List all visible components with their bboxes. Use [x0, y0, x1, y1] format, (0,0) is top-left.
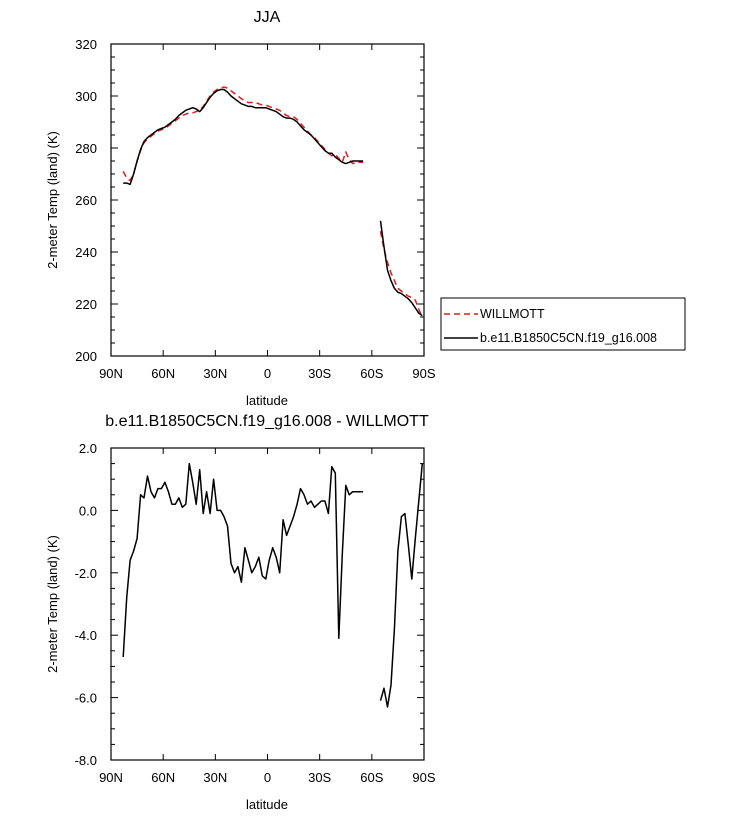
top-y-tick-label: 240: [75, 245, 97, 260]
bottom-plot-frame: [110, 447, 425, 761]
top-x-tick-label: 0: [264, 366, 271, 381]
top-y-tick-label: 320: [75, 37, 97, 52]
top-y-tick-label: 220: [75, 297, 97, 312]
bottom-x-tick-label: 90N: [99, 770, 123, 785]
bottom-y-tick-label: -4.0: [75, 628, 97, 643]
legend: WILLMOTT b.e11.B1850C5CN.f19_g16.008: [440, 297, 686, 351]
top-series-line-1: [123, 88, 364, 186]
bottom-y-tick-label: 2.0: [79, 441, 97, 456]
legend-box: [440, 297, 686, 351]
top-x-tick-label: 90N: [99, 366, 123, 381]
top-plot-frame: [110, 43, 425, 357]
top-panel: JJA 90N 60N 30N 0 30S 60S 90S 200 220 240 260 280 30…: [45, 9, 436, 408]
top-series-line-0: [379, 231, 423, 318]
top-y-tick-label: 200: [75, 349, 97, 364]
top-x-tick-label: 60N: [151, 366, 175, 381]
top-x-tick-label: 30N: [203, 366, 227, 381]
top-axis-ticks: 90N 60N 30N 0 30S 60S 90S 200 220 240 260 280 300 320: [75, 37, 436, 381]
bottom-y-tick-label: -6.0: [75, 691, 97, 706]
top-y-tick-label: 300: [75, 89, 97, 104]
bottom-x-tick-label: 90S: [412, 770, 435, 785]
top-x-tick-label: 30S: [308, 366, 331, 381]
bottom-y-axis-label: 2-meter Temp (land) (K): [45, 535, 60, 673]
legend-label-willmott: WILLMOTT: [480, 307, 545, 321]
top-series-line-0: [122, 86, 364, 182]
bottom-y-tick-label: 0.0: [79, 503, 97, 518]
bottom-x-tick-label: 30S: [308, 770, 331, 785]
bottom-axis-ticks: 90N 60N 30N 0 30S 60S 90S -8.0 -6.0 -4.0 -2.0 0.0 2.…: [75, 441, 436, 785]
bottom-chart-title: b.e11.B1850C5CN.f19_g16.008 - WILLMOTT: [105, 413, 429, 430]
top-x-axis-label: latitude: [246, 393, 288, 408]
bottom-x-tick-label: 30N: [203, 770, 227, 785]
top-y-axis-label: 2-meter Temp (land) (K): [45, 131, 60, 269]
bottom-series-line-0: [379, 463, 424, 708]
bottom-y-tick-label: -8.0: [75, 753, 97, 768]
top-y-tick-label: 260: [75, 193, 97, 208]
bottom-panel: b.e11.B1850C5CN.f19_g16.008 - WILLMOTT 9…: [45, 413, 436, 812]
bottom-x-tick-label: 60S: [360, 770, 383, 785]
top-series-layer: [122, 86, 423, 318]
top-y-tick-label: 280: [75, 141, 97, 156]
bottom-series-layer: [122, 462, 424, 708]
top-series-line-1: [379, 220, 423, 317]
bottom-y-tick-label: -2.0: [75, 566, 97, 581]
bottom-x-tick-label: 0: [264, 770, 271, 785]
bottom-x-tick-label: 60N: [151, 770, 175, 785]
bottom-x-axis-label: latitude: [246, 797, 288, 812]
legend-label-model: b.e11.B1850C5CN.f19_g16.008: [480, 331, 657, 345]
top-chart-title: JJA: [254, 9, 281, 26]
bottom-series-line-0: [122, 462, 364, 658]
top-x-tick-label: 90S: [412, 366, 435, 381]
top-x-tick-label: 60S: [360, 366, 383, 381]
